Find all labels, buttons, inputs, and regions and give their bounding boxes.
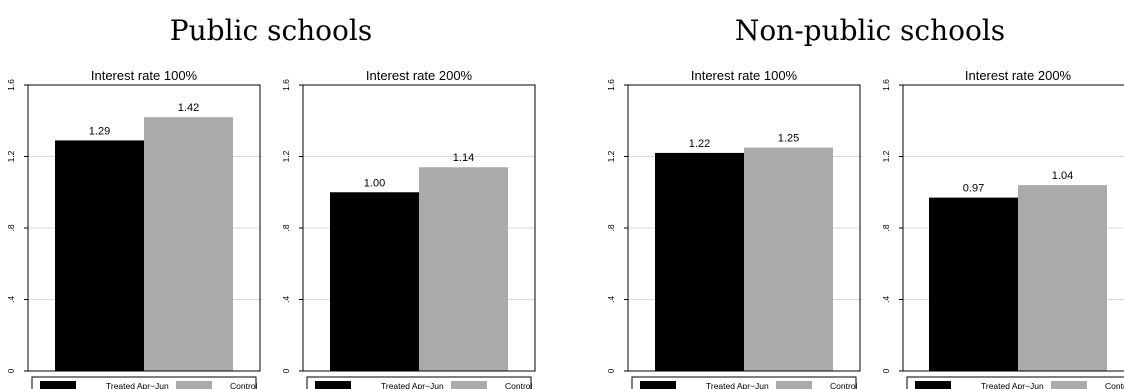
legend-swatch-treated (915, 381, 951, 389)
bar-value-label: 1.22 (689, 138, 710, 150)
legend-label-treated: Treated Apr−Jun (381, 381, 444, 389)
legend-label-treated: Treated Apr−Jun (706, 381, 769, 389)
y-tick-label: 1.6 (606, 79, 616, 91)
legend-label-treated: Treated Apr−Jun (981, 381, 1044, 389)
bar-treated (330, 192, 419, 371)
legend-swatch-control (451, 381, 487, 389)
y-tick-label: 1.6 (281, 79, 291, 91)
y-tick-label: .8 (606, 224, 616, 231)
legend-swatch-control (176, 381, 212, 389)
y-tick-label: .8 (281, 224, 291, 231)
legend-label-control: Control (505, 381, 533, 389)
y-tick-label: 0 (6, 368, 16, 373)
panel-nonpublic-200: Interest rate 200% 0.97 1.04 0 .4 .8 1.2 1.6 Tr… (881, 68, 1124, 389)
y-tick-label: .8 (881, 224, 891, 231)
bar-value-label: 1.42 (178, 102, 199, 114)
y-tick-label: 1.2 (281, 150, 291, 162)
bar-control (144, 117, 233, 371)
panel-title: Interest rate 100% (691, 68, 798, 83)
y-tick-label: .4 (606, 296, 616, 303)
y-tick-label: 1.2 (6, 150, 16, 162)
bar-value-label: 1.14 (453, 152, 474, 164)
bar-treated (55, 140, 144, 371)
legend-label-treated: Treated Apr−Jun (106, 381, 169, 389)
group-title-public: Public schools (170, 14, 372, 47)
legend-label-control: Control (1105, 381, 1124, 389)
panel-title: Interest rate 200% (965, 68, 1072, 83)
legend-swatch-treated (640, 381, 676, 389)
y-tick-label: 1.2 (606, 150, 616, 162)
y-tick-label: 1.2 (881, 150, 891, 162)
bar-control (419, 167, 508, 371)
y-tick-label: .4 (6, 296, 16, 303)
y-tick-label: 0 (881, 368, 891, 373)
legend-swatch-treated (40, 381, 76, 389)
panel-title: Interest rate 100% (91, 68, 198, 83)
y-tick-label: .4 (881, 296, 891, 303)
group-title-nonpublic: Non-public schools (735, 14, 1005, 47)
bar-value-label: 1.04 (1052, 170, 1073, 182)
bar-value-label: 1.29 (89, 125, 110, 137)
bar-treated (929, 197, 1018, 371)
legend-label-control: Control (230, 381, 258, 389)
y-tick-label: 0 (281, 368, 291, 373)
bar-control (744, 147, 833, 371)
y-tick-label: 1.6 (6, 79, 16, 91)
panel-public-100: Interest rate 100% 1.29 1.42 0 .4 .8 1.2 1.6 Tr… (6, 68, 261, 389)
legend-swatch-control (1051, 381, 1087, 389)
bar-value-label: 1.25 (778, 133, 799, 145)
y-tick-label: 0 (606, 368, 616, 373)
bar-value-label: 0.97 (963, 183, 984, 195)
panel-public-200: Interest rate 200% 1.00 1.14 0 .4 .8 1.2 1.6 Tr… (281, 68, 536, 389)
legend-swatch-control (776, 381, 812, 389)
panel-title: Interest rate 200% (366, 68, 473, 83)
legend-label-control: Control (830, 381, 858, 389)
panel-nonpublic-100: Interest rate 100% 1.22 1.25 0 .4 .8 1.2 1.6 Tr… (606, 68, 861, 389)
bar-control (1018, 185, 1107, 371)
bar-treated (655, 152, 744, 371)
bar-value-label: 1.00 (364, 177, 385, 189)
y-tick-label: .4 (281, 296, 291, 303)
y-tick-label: .8 (6, 224, 16, 231)
legend-swatch-treated (315, 381, 351, 389)
y-tick-label: 1.6 (881, 79, 891, 91)
